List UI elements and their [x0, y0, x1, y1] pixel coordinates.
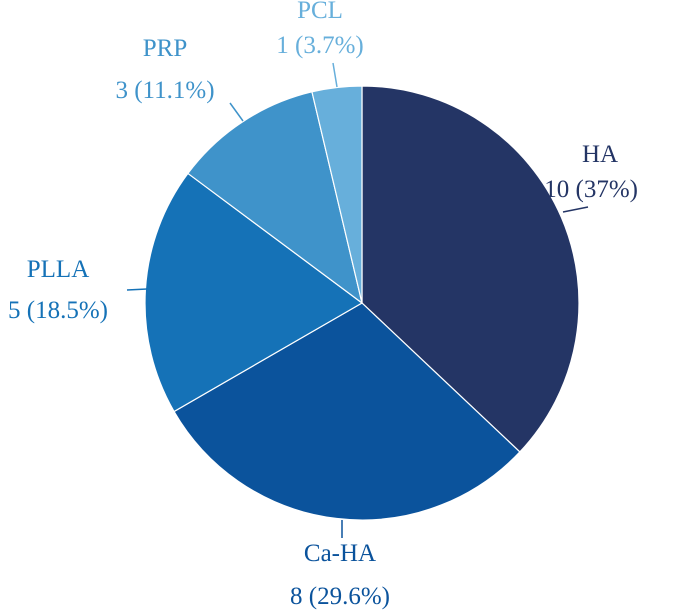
pie-slice-prp	[187, 91, 363, 305]
slice-category-label-pcl: PCL	[297, 0, 343, 24]
leader-line-plla	[126, 288, 148, 291]
slice-category-label-prp: PRP	[143, 35, 187, 62]
pie-slice-ha	[361, 85, 580, 453]
slice-value-label-pcl: 1 (3.7%)	[276, 32, 363, 59]
slice-category-label-ha: HA	[582, 141, 618, 168]
slice-category-label-plla: PLLA	[27, 256, 90, 283]
pie-slice-pcl	[311, 85, 363, 304]
slice-labels: HA 10 (37%) Ca-HA 8 (29.6%) PLLA 5 (18.5%) PRP…	[8, 0, 638, 610]
leader-line-prp	[229, 102, 244, 122]
pie-slice-plla	[144, 172, 364, 413]
slice-value-label-ca-ha: 8 (29.6%)	[290, 583, 390, 610]
slice-value-label-plla: 5 (18.5%)	[8, 297, 108, 324]
leader-lines	[126, 62, 589, 538]
pie-slices	[144, 85, 580, 521]
slice-value-label-prp: 3 (11.1%)	[115, 77, 214, 104]
slice-value-label-ha: 10 (37%)	[544, 176, 638, 203]
leader-line-ha	[562, 206, 589, 213]
pie-slice-ca-ha	[173, 302, 521, 521]
slice-category-label-ca-ha: Ca-HA	[304, 540, 376, 567]
leader-line-pcl	[332, 62, 338, 88]
